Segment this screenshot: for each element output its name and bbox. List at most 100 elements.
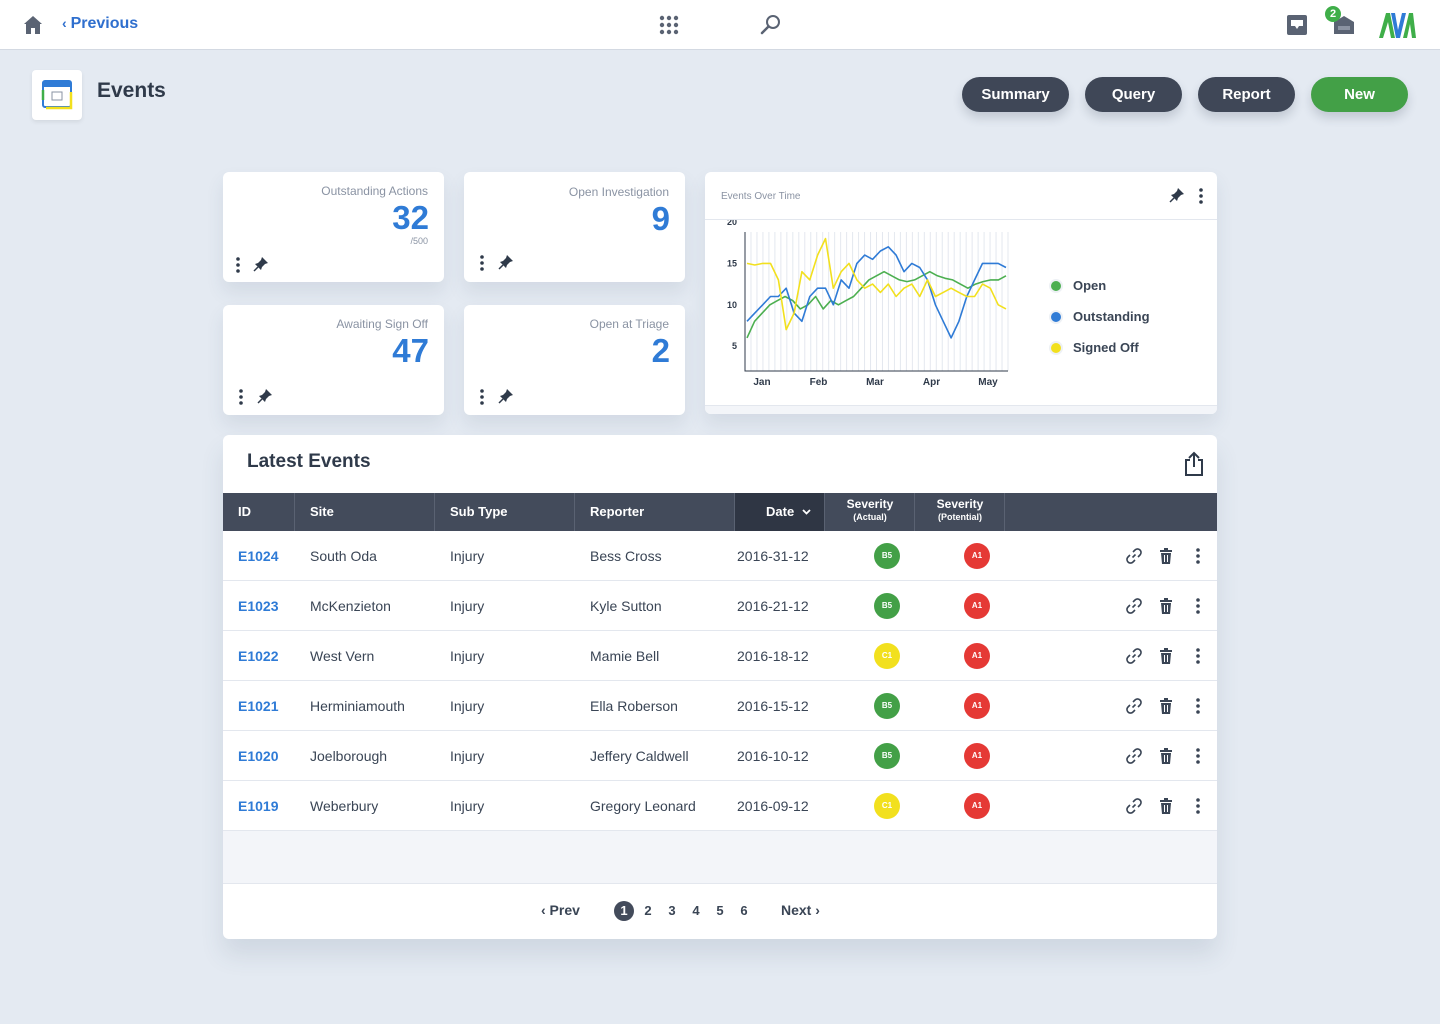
column-header-subtype[interactable]: Sub Type [435,493,575,531]
page-4-button[interactable]: 4 [692,903,700,918]
pin-icon[interactable] [498,388,514,404]
pin-icon[interactable] [253,256,269,272]
table-row[interactable]: E1020 Joelborough Injury Jeffery Caldwell 20… [223,731,1217,781]
summary-button[interactable]: Summary [962,77,1069,112]
table-row[interactable]: E1021 Herminiamouth Injury Ella Roberson 201… [223,681,1217,731]
link-icon[interactable] [1125,697,1143,715]
events-over-time-chart-card: Events Over Time 5 10 15 20 Jan Feb Mar Apr May … [705,172,1217,414]
table-row[interactable]: E1022 West Vern Injury Mamie Bell 2016-18-12… [223,631,1217,681]
page-5-button[interactable]: 5 [716,903,724,918]
column-header-reporter[interactable]: Reporter [575,493,735,531]
new-button[interactable]: New [1311,77,1408,112]
chart-divider [705,219,1217,220]
more-vertical-icon[interactable] [479,388,485,406]
y-tick-label: 15 [727,258,737,268]
stat-card-outstanding-actions[interactable]: Outstanding Actions 32 /500 [223,172,444,282]
query-button[interactable]: Query [1085,77,1182,112]
date-cell: 2016-15-12 [737,698,809,714]
column-header-site[interactable]: Site [295,493,435,531]
legend-item-signed-off[interactable]: Signed Off [1049,332,1150,363]
home-icon[interactable] [22,14,44,36]
table-row[interactable]: E1024 South Oda Injury Bess Cross 2016-31-12… [223,531,1217,581]
y-tick-label: 10 [727,300,737,310]
stat-card-awaiting-sign-off[interactable]: Awaiting Sign Off 47 [223,305,444,415]
messages-icon[interactable] [1330,12,1358,38]
column-header-severity-actual[interactable]: Severity (Actual) [825,493,915,531]
more-vertical-icon[interactable] [1189,647,1207,665]
table-row[interactable]: E1023 McKenzieton Injury Kyle Sutton 2016-21… [223,581,1217,631]
trash-icon[interactable] [1157,547,1175,565]
trash-icon[interactable] [1157,797,1175,815]
severity-actual-badge: B5 [874,693,900,719]
event-id-link[interactable]: E1023 [238,598,279,614]
apps-grid-icon[interactable] [658,14,680,36]
event-id-link[interactable]: E1022 [238,648,279,664]
more-vertical-icon[interactable] [1189,697,1207,715]
link-icon[interactable] [1125,597,1143,615]
more-vertical-icon[interactable] [1189,747,1207,765]
severity-potential-badge: A1 [964,543,990,569]
more-vertical-icon[interactable] [1189,797,1207,815]
more-vertical-icon[interactable] [479,254,485,272]
more-vertical-icon[interactable] [1189,547,1207,565]
chevron-down-icon [802,509,811,515]
link-icon[interactable] [1125,797,1143,815]
trash-icon[interactable] [1157,697,1175,715]
site-cell: Weberbury [310,798,379,814]
date-cell: 2016-21-12 [737,598,809,614]
pin-icon[interactable] [1169,187,1185,203]
stat-card-open-investigation[interactable]: Open Investigation 9 [464,172,685,282]
latest-events-card: Latest Events ID Site Sub Type Reporter … [223,435,1217,939]
column-header-severity-potential[interactable]: Severity (Potential) [915,493,1005,531]
event-id-link[interactable]: E1021 [238,698,279,714]
notification-badge: 2 [1325,6,1341,22]
report-button[interactable]: Report [1198,77,1295,112]
event-id-link[interactable]: E1019 [238,798,279,814]
prev-page-button[interactable]: ‹ Prev [541,902,580,918]
calendar-icon [41,80,73,110]
reporter-cell: Kyle Sutton [590,598,662,614]
legend-item-outstanding[interactable]: Outstanding [1049,301,1150,332]
more-vertical-icon[interactable] [1189,597,1207,615]
export-icon[interactable] [1183,451,1205,477]
table-row[interactable]: E1019 Weberbury Injury Gregory Leonard 2016-… [223,781,1217,831]
page-title: Events [97,79,166,102]
column-header-id[interactable]: ID [223,493,295,531]
search-icon[interactable] [759,13,783,37]
trash-icon[interactable] [1157,647,1175,665]
ava-logo[interactable] [1377,10,1417,40]
column-header-severity-sublabel: (Actual) [853,512,887,522]
previous-link[interactable]: ‹ Previous [62,15,138,33]
page-6-button[interactable]: 6 [740,903,748,918]
legend-item-open[interactable]: Open [1049,270,1150,301]
event-id-link[interactable]: E1020 [238,748,279,764]
pin-icon[interactable] [498,254,514,270]
link-icon[interactable] [1125,647,1143,665]
column-header-date[interactable]: Date [735,493,825,531]
events-app-icon [32,70,82,120]
x-tick-label: Feb [810,377,828,388]
trash-icon[interactable] [1157,747,1175,765]
page-3-button[interactable]: 3 [668,903,676,918]
trash-icon[interactable] [1157,597,1175,615]
link-icon[interactable] [1125,747,1143,765]
event-id-link[interactable]: E1024 [238,548,279,564]
reporter-cell: Bess Cross [590,548,662,564]
inbox-icon[interactable] [1284,12,1310,38]
chart-title: Events Over Time [721,191,801,202]
link-icon[interactable] [1125,547,1143,565]
stat-card-open-at-triage[interactable]: Open at Triage 2 [464,305,685,415]
more-vertical-icon[interactable] [238,388,244,406]
page-2-button[interactable]: 2 [644,903,652,918]
severity-actual-badge: C1 [874,793,900,819]
reporter-cell: Mamie Bell [590,648,660,664]
line-chart: 5 10 15 20 Jan Feb Mar Apr May [727,220,1009,388]
pin-icon[interactable] [257,388,273,404]
stat-label: Awaiting Sign Off [336,317,428,331]
more-vertical-icon[interactable] [1198,187,1204,205]
page-1-button[interactable]: 1 [614,901,634,921]
legend-dot-signed-off [1049,340,1063,355]
next-page-button[interactable]: Next › [781,902,820,918]
legend-label: Signed Off [1073,340,1139,355]
more-vertical-icon[interactable] [235,256,241,274]
